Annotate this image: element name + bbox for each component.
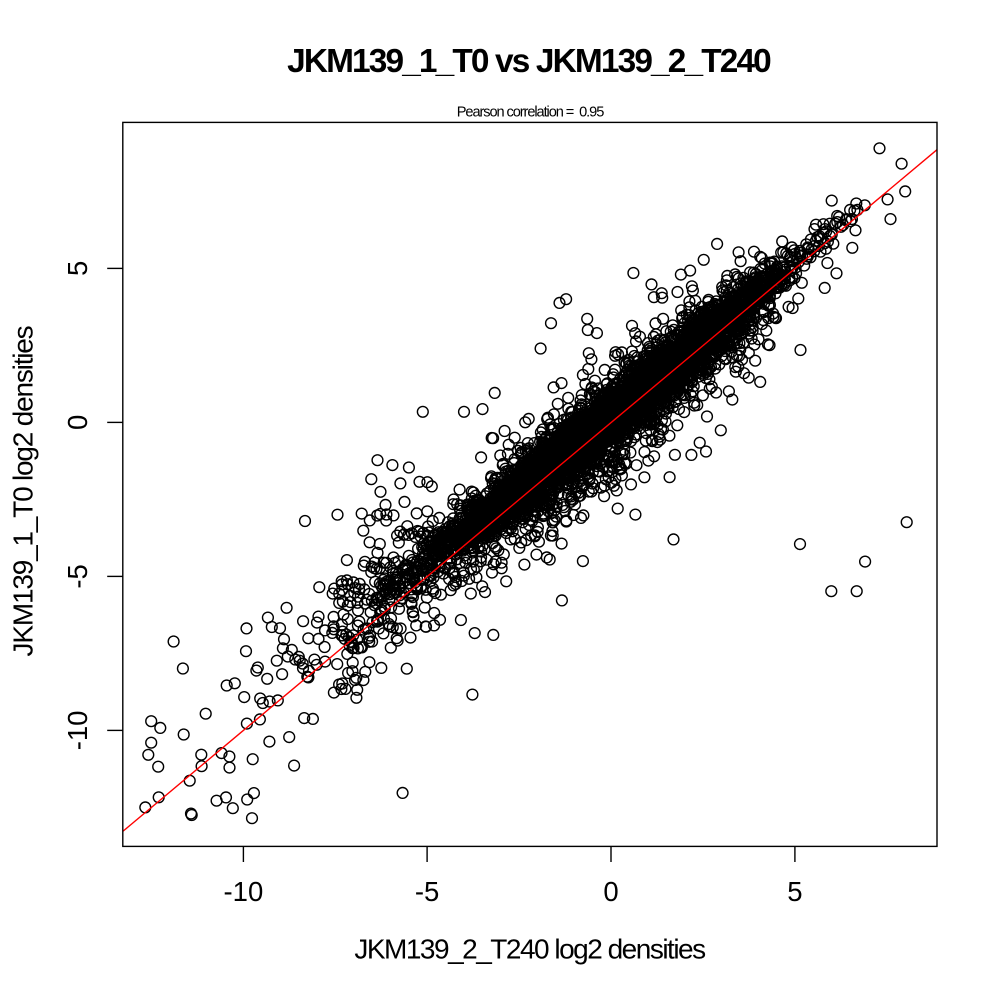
svg-text:JKM139_2_T240 log2 densities: JKM139_2_T240 log2 densities <box>354 934 705 965</box>
svg-text:5: 5 <box>62 261 93 276</box>
svg-text:-5: -5 <box>415 876 439 907</box>
svg-text:Pearson correlation = 0.95: Pearson correlation = 0.95 <box>457 105 604 121</box>
svg-text:-10: -10 <box>224 876 264 907</box>
svg-text:0: 0 <box>62 415 93 430</box>
svg-text:-5: -5 <box>62 564 93 588</box>
svg-text:-10: -10 <box>62 711 93 751</box>
svg-text:JKM139_1_T0 log2 densities: JKM139_1_T0 log2 densities <box>8 326 39 656</box>
svg-text:5: 5 <box>787 876 802 907</box>
svg-text:JKM139_1_T0 vs JKM139_2_T240: JKM139_1_T0 vs JKM139_2_T240 <box>287 43 771 80</box>
svg-text:0: 0 <box>603 876 618 907</box>
